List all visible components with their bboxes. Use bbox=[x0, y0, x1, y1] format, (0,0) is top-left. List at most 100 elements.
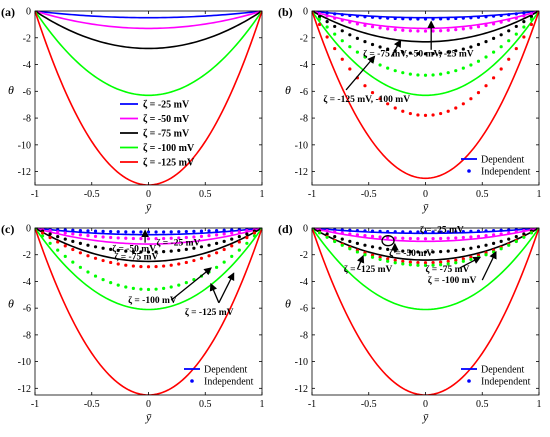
series-point bbox=[484, 15, 488, 19]
x-axis-label: ȳ bbox=[145, 410, 152, 424]
series-point bbox=[476, 229, 481, 233]
series-point bbox=[71, 260, 75, 264]
series-point bbox=[507, 57, 511, 61]
series-point bbox=[454, 28, 458, 32]
series-point bbox=[469, 257, 473, 262]
y-tick-label: -6 bbox=[300, 87, 308, 98]
series-point bbox=[484, 243, 488, 247]
series-point bbox=[340, 231, 344, 235]
series-point bbox=[101, 229, 105, 233]
annotation-arrow bbox=[345, 55, 376, 91]
circle-marker bbox=[381, 235, 395, 247]
series-point bbox=[492, 228, 496, 233]
x-tick-label: 0 bbox=[146, 189, 151, 200]
y-tick-label: -2 bbox=[300, 250, 308, 261]
curves bbox=[35, 11, 262, 185]
y-tick-label: -6 bbox=[300, 304, 308, 315]
series-point bbox=[401, 249, 405, 253]
series-point bbox=[469, 246, 473, 250]
series-point bbox=[416, 263, 420, 267]
series-point bbox=[109, 235, 113, 240]
series-point bbox=[454, 69, 458, 73]
series-point bbox=[507, 231, 511, 235]
x-tick-label: 1 bbox=[260, 189, 265, 200]
series-point bbox=[237, 228, 241, 232]
series-point bbox=[109, 260, 113, 265]
series-point bbox=[439, 263, 443, 267]
series-point bbox=[476, 15, 481, 19]
series-point bbox=[476, 42, 481, 47]
series-point bbox=[416, 17, 420, 21]
curves bbox=[312, 228, 539, 395]
y-tick-label: -2 bbox=[23, 250, 31, 261]
series-point bbox=[370, 42, 375, 47]
panel-label: (c) bbox=[1, 222, 14, 236]
series-point bbox=[184, 260, 188, 265]
y-tick-label: -2 bbox=[300, 33, 308, 44]
series-point bbox=[514, 12, 518, 16]
series-point bbox=[446, 249, 450, 253]
series-point bbox=[116, 283, 120, 287]
series-point bbox=[116, 230, 120, 234]
series-point bbox=[325, 20, 329, 24]
series-point bbox=[393, 230, 397, 234]
series-point bbox=[169, 236, 173, 240]
y-tick-label: -10 bbox=[295, 140, 308, 151]
series-point bbox=[476, 25, 481, 29]
series-point bbox=[146, 237, 151, 241]
series-point bbox=[317, 231, 322, 235]
series-point bbox=[476, 59, 481, 63]
series-point bbox=[461, 66, 465, 70]
series-point bbox=[124, 230, 128, 234]
series-point bbox=[522, 235, 526, 239]
series-point bbox=[340, 228, 344, 232]
series-point bbox=[101, 258, 105, 263]
series-point bbox=[116, 262, 120, 266]
series-point bbox=[230, 237, 234, 241]
y-tick-label: -8 bbox=[23, 330, 31, 341]
series-point bbox=[439, 230, 443, 234]
series-point bbox=[48, 232, 52, 236]
series-point bbox=[109, 281, 113, 285]
series-point bbox=[401, 28, 405, 32]
series-point bbox=[340, 13, 344, 17]
legend-swatch bbox=[467, 379, 471, 383]
y-tick-label: -6 bbox=[23, 304, 31, 315]
series-point bbox=[245, 229, 249, 233]
series-point bbox=[78, 251, 82, 255]
y-tick-label: -12 bbox=[295, 167, 308, 178]
series-point bbox=[514, 228, 518, 232]
series-point bbox=[139, 230, 143, 234]
series-point bbox=[333, 239, 337, 244]
legend-label: Dependent bbox=[481, 155, 525, 166]
series-point bbox=[215, 233, 219, 237]
series-point bbox=[333, 24, 337, 29]
series-point bbox=[499, 45, 503, 49]
series-point bbox=[215, 228, 219, 233]
y-axis-label: θ bbox=[285, 297, 291, 311]
series-point bbox=[192, 246, 196, 250]
series-point bbox=[401, 262, 405, 266]
series-point bbox=[222, 247, 226, 252]
series-point bbox=[529, 22, 534, 27]
series-point bbox=[363, 243, 367, 247]
series-point bbox=[333, 32, 337, 36]
series-point bbox=[124, 236, 128, 240]
y-tick-label: 0 bbox=[303, 7, 308, 18]
series-point bbox=[86, 254, 90, 258]
series-point bbox=[431, 29, 435, 33]
annotation-text: ζ = -50 mV bbox=[112, 243, 156, 254]
series-point bbox=[177, 248, 181, 252]
series-point bbox=[454, 49, 458, 53]
series-line bbox=[35, 228, 262, 245]
panel-d: -1 -0.5 0 0.5 1 0 -2 -4 -6 -8 -10 -12 ȳ θ (d) ζ = -25 m… bbox=[278, 222, 542, 424]
series-point bbox=[199, 229, 204, 233]
legend-label: ζ = -50 mV bbox=[143, 114, 190, 125]
series-point bbox=[431, 260, 435, 265]
series-point bbox=[408, 236, 412, 241]
series-point bbox=[146, 265, 151, 269]
series-point bbox=[408, 250, 412, 254]
series-point bbox=[237, 240, 241, 244]
